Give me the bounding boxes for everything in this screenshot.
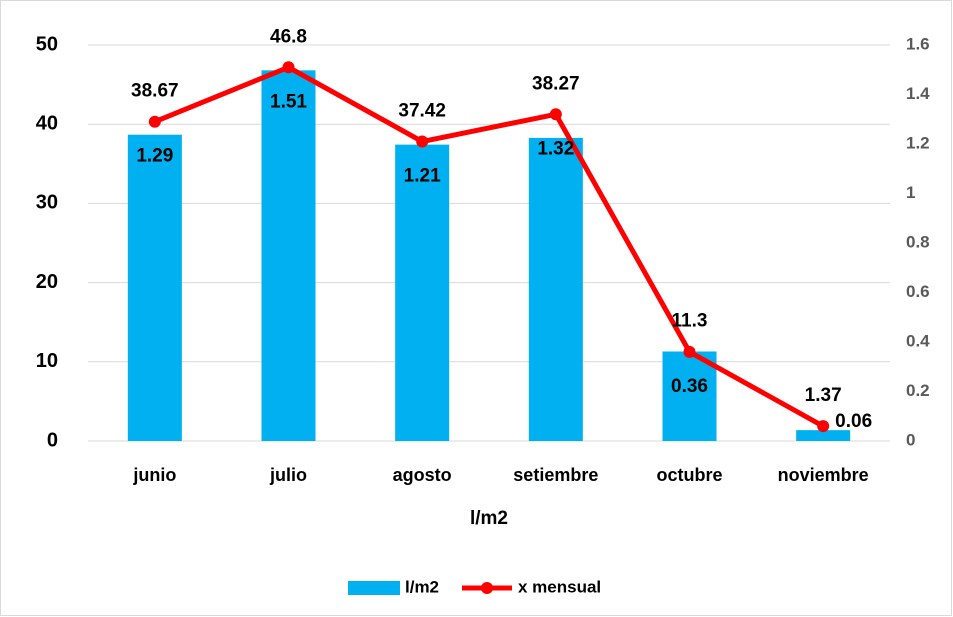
line-value-label: 0.06 [835,411,872,432]
line-point [549,108,562,121]
y-tick-label: 30 [36,192,58,214]
legend-label: x mensual [518,577,601,596]
line-value-label: 0.36 [671,376,708,397]
legend-label: l/m2 [405,577,439,596]
x-tick-label: noviembre [778,465,869,485]
x-tick-label: octubre [656,465,722,485]
x-tick-label: agosto [393,465,452,485]
bar-value-label: 38.67 [131,81,179,102]
line-point [148,115,161,128]
y2-tick-label: 0.2 [906,381,930,400]
bar [127,134,182,442]
x-tick-label: junio [132,465,176,485]
y-tick-label: 40 [36,112,58,134]
line-point [416,135,429,148]
y2-tick-label: 0.6 [906,282,930,301]
bar-value-label: 38.27 [532,73,580,94]
y-tick-label: 20 [36,271,58,293]
y2-tick-label: 0 [906,430,915,449]
y2-tick-label: 0.4 [906,331,930,350]
bar [796,430,851,441]
line-value-label: 1.21 [404,166,441,187]
line-value-label: 1.32 [537,138,574,159]
bar [528,137,583,441]
legend-swatch [481,582,493,594]
line-value-label: 1.29 [136,146,173,167]
y2-tick-label: 1.4 [906,84,930,103]
bar-value-label: 46.8 [270,26,307,47]
line [153,64,825,429]
line-value-label: 1.51 [270,91,307,112]
bar [395,144,450,441]
y2-tick-label: 1.2 [906,133,930,152]
legend-swatch [348,581,400,595]
x-axis-title: l/m2 [470,508,508,529]
y2-tick-label: 1.6 [906,34,930,53]
bar [261,70,316,442]
y-tick-label: 10 [36,350,58,372]
bar-value-label: 11.3 [672,311,708,332]
bar-value-label: 37.42 [398,101,446,122]
bar [662,351,717,441]
line-point [817,420,830,433]
y-tick-label: 0 [47,429,58,451]
y-tick-label: 50 [36,33,58,55]
y2-tick-label: 1 [906,183,915,202]
x-tick-label: setiembre [513,465,598,485]
y2-tick-label: 0.8 [906,232,930,251]
x-tick-label: julio [269,465,307,485]
line-point [683,345,696,358]
bar-value-label: 1.37 [805,385,842,406]
line-point [282,61,295,74]
